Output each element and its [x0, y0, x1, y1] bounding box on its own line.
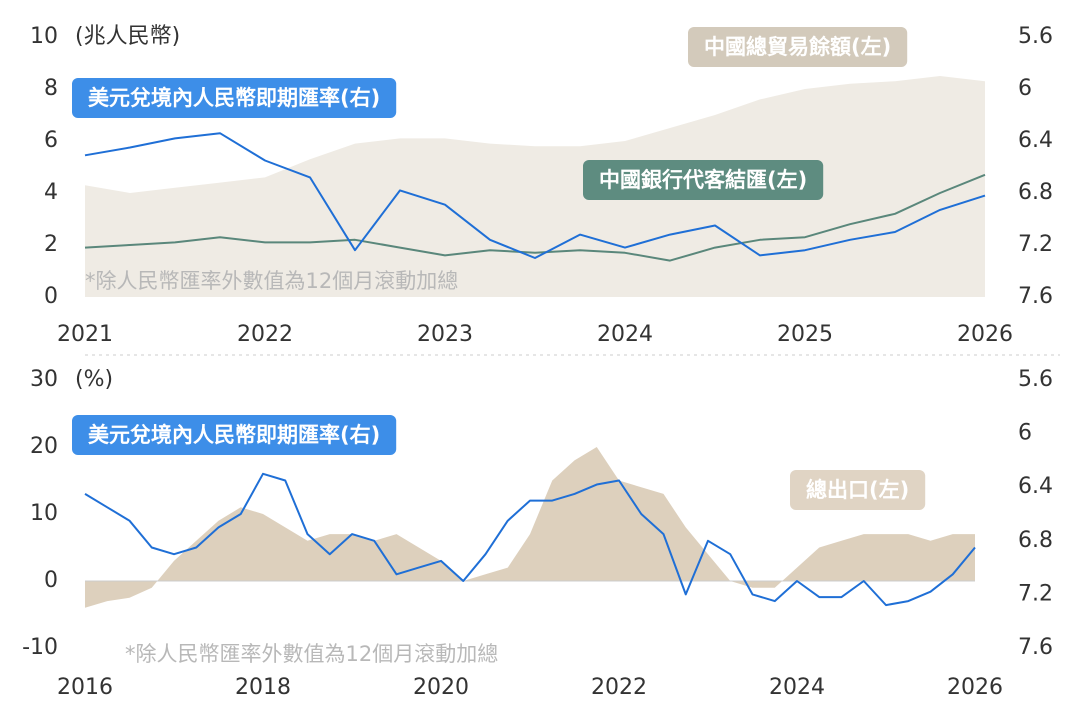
y-tick-label: 0 — [44, 284, 58, 309]
x-tick-label: 2022 — [591, 675, 647, 700]
legend-label: 美元兌境內人民幣即期匯率(右) — [88, 423, 380, 447]
y2-tick-label: 5.6 — [1018, 24, 1053, 49]
legend-box — [72, 415, 397, 455]
x-tick-label: 2018 — [235, 675, 291, 700]
line — [84, 472, 976, 607]
y2-tick-label: 6.8 — [1018, 528, 1053, 553]
note: *除人民幣匯率外數值為12個月滾動加總 — [125, 642, 498, 666]
x-tick-label: 2024 — [597, 322, 653, 347]
x-tick-label: 2026 — [957, 322, 1013, 347]
x-tick-label: 2026 — [947, 675, 1003, 700]
legend-box — [688, 27, 908, 67]
y-tick-label: 10 — [30, 501, 58, 526]
area — [85, 447, 975, 608]
y2-tick-label: 7.2 — [1018, 232, 1053, 257]
x-tick-label: 2024 — [769, 675, 825, 700]
y2-tick-label: 6 — [1018, 421, 1032, 446]
x-tick-label: 2025 — [777, 322, 833, 347]
y2-tick-label: 6.4 — [1018, 474, 1053, 499]
y-axis-label: (%) — [75, 367, 113, 392]
legend-box — [790, 470, 926, 510]
line — [84, 132, 986, 259]
legend-label: 總出口(左) — [806, 478, 909, 502]
x-tick-label: 2016 — [57, 675, 113, 700]
y2-tick-label: 5.6 — [1018, 367, 1053, 392]
legend-box — [72, 78, 397, 118]
y-tick-label: 6 — [44, 128, 58, 153]
legend-label: 中國銀行代客結匯(左) — [599, 168, 807, 192]
y2-tick-label: 6.8 — [1018, 180, 1053, 205]
y-tick-label: 2 — [44, 232, 58, 257]
x-tick-label: 2022 — [237, 322, 293, 347]
y-tick-label: 30 — [30, 367, 58, 392]
y-tick-label: -10 — [22, 635, 58, 660]
y2-tick-label: 7.6 — [1018, 635, 1053, 660]
y-tick-label: 0 — [44, 568, 58, 593]
x-tick-label: 2021 — [57, 322, 113, 347]
x-tick-label: 2020 — [413, 675, 469, 700]
y-tick-label: 4 — [44, 180, 58, 205]
y2-tick-label: 6 — [1018, 76, 1032, 101]
legend-label: 美元兌境內人民幣即期匯率(右) — [88, 86, 380, 110]
x-tick-label: 2023 — [417, 322, 473, 347]
y-tick-label: 20 — [30, 434, 58, 459]
y-tick-label: 8 — [44, 76, 58, 101]
line — [84, 173, 986, 262]
y-tick-label: 10 — [30, 24, 58, 49]
legend-label: 中國總貿易餘額(左) — [704, 35, 891, 59]
y-axis-label: (兆人民幣) — [75, 24, 180, 49]
y2-tick-label: 7.2 — [1018, 581, 1053, 606]
y2-tick-label: 6.4 — [1018, 128, 1053, 153]
y2-tick-label: 7.6 — [1018, 284, 1053, 309]
note: *除人民幣匯率外數值為12個月滾動加總 — [85, 269, 458, 293]
legend-box — [583, 160, 824, 200]
